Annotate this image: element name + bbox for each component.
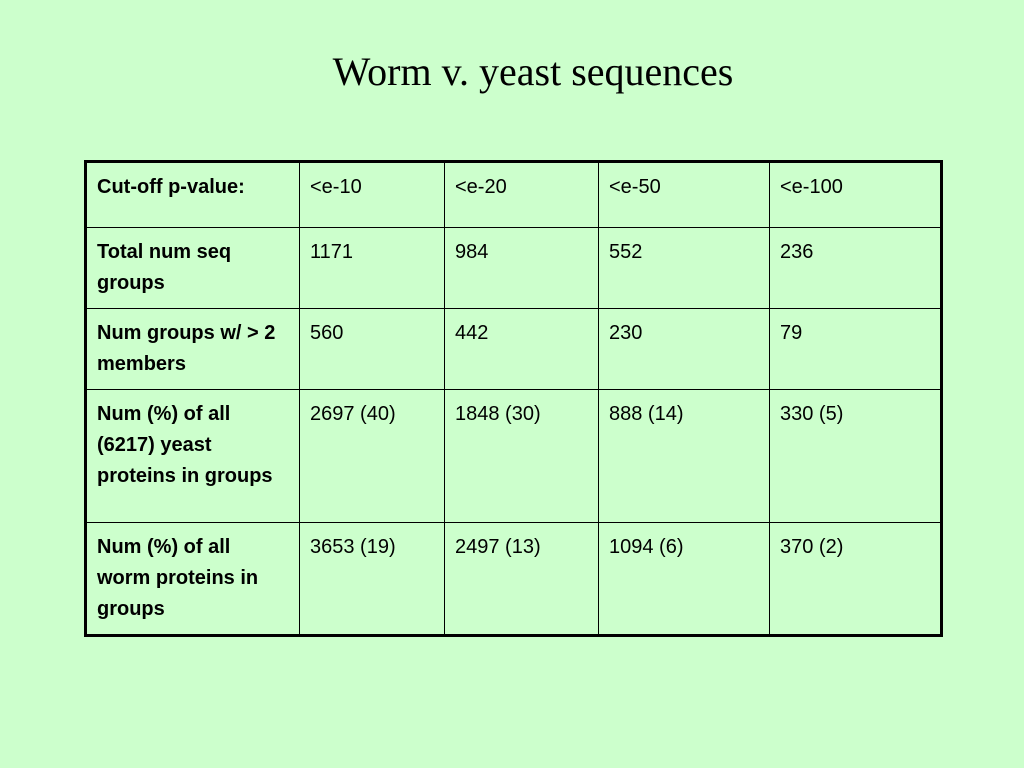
- table-cell: <e-100: [769, 161, 942, 228]
- table-cell: 2497 (13): [444, 522, 599, 636]
- table-row-total-groups: Total num seq groups 1171 984 552 236: [85, 227, 942, 309]
- table-row-worm-proteins: Num (%) of all worm proteins in groups 3…: [85, 522, 942, 636]
- table-cell: 552: [598, 227, 770, 309]
- row-label: Cut-off p-value:: [85, 161, 300, 228]
- row-label: Num groups w/ > 2 members: [85, 308, 300, 390]
- row-label: Num (%) of all worm proteins in groups: [85, 522, 300, 636]
- table-cell: 888 (14): [598, 389, 770, 523]
- table-cell: 3653 (19): [299, 522, 445, 636]
- row-label: Num (%) of all (6217) yeast proteins in …: [85, 389, 300, 523]
- data-table: Cut-off p-value: <e-10 <e-20 <e-50 <e-10…: [84, 160, 943, 637]
- table-cell: 230: [598, 308, 770, 390]
- table-cell: 1848 (30): [444, 389, 599, 523]
- table-cell: 236: [769, 227, 942, 309]
- table-cell: 984: [444, 227, 599, 309]
- table-cell: <e-10: [299, 161, 445, 228]
- table-row-multi-member-groups: Num groups w/ > 2 members 560 442 230 79: [85, 308, 942, 390]
- table-cell: 1094 (6): [598, 522, 770, 636]
- table-cell: 1171: [299, 227, 445, 309]
- table-cell: 370 (2): [769, 522, 942, 636]
- table-cell: 442: [444, 308, 599, 390]
- table-cell: <e-20: [444, 161, 599, 228]
- table-cell: 2697 (40): [299, 389, 445, 523]
- table-row-yeast-proteins: Num (%) of all (6217) yeast proteins in …: [85, 389, 942, 523]
- table-row-cutoff: Cut-off p-value: <e-10 <e-20 <e-50 <e-10…: [85, 161, 942, 228]
- table-cell: 560: [299, 308, 445, 390]
- table-cell: 330 (5): [769, 389, 942, 523]
- row-label: Total num seq groups: [85, 227, 300, 309]
- page-title: Worm v. yeast sequences: [332, 49, 734, 94]
- table-cell: 79: [769, 308, 942, 390]
- table-cell: <e-50: [598, 161, 770, 228]
